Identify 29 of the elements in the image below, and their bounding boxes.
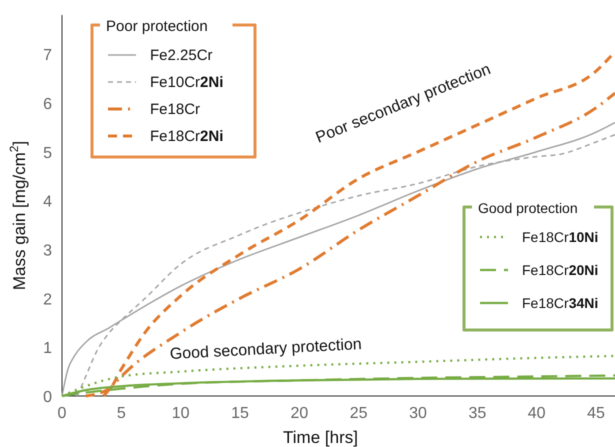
- x-tick-label: 35: [468, 405, 486, 422]
- y-tick-label: 0: [43, 389, 52, 406]
- x-axis-title: Time [hrs]: [283, 428, 358, 447]
- y-tick-label: 2: [43, 291, 52, 308]
- legend-label: Fe18Cr2Ni: [150, 128, 224, 145]
- y-tick-label: 1: [43, 340, 52, 358]
- legend-label: Fe18Cr20Ni: [522, 262, 598, 278]
- legend-label: Fe2.25Cr: [150, 47, 213, 64]
- x-tick-label: 40: [528, 405, 546, 422]
- x-tick-label: 25: [350, 405, 368, 422]
- y-tick-label: 5: [43, 144, 52, 162]
- legend-label: Fe18Cr: [150, 101, 200, 118]
- x-tick-label: 45: [587, 405, 606, 422]
- x-tick-label: 15: [231, 405, 250, 422]
- legend-label: Fe18Cr34Ni: [522, 295, 598, 311]
- y-tick-label: 6: [43, 96, 52, 113]
- x-tick-label: 10: [172, 405, 190, 422]
- text: Good protection: [478, 200, 578, 216]
- x-tick-label: 30: [409, 405, 428, 422]
- x-tick-label: 0: [58, 405, 67, 422]
- text: Poor protection: [106, 18, 208, 35]
- x-tick-label: 20: [290, 405, 308, 422]
- y-tick-label: 7: [43, 47, 52, 64]
- x-tick-label: 5: [116, 405, 126, 422]
- legend-label: Fe18Cr10Ni: [522, 229, 598, 245]
- legend-label: Fe10Cr2Ni: [150, 74, 224, 91]
- y-tick-label: 4: [43, 194, 52, 211]
- y-tick-label: 3: [43, 242, 52, 260]
- annotation: Good secondary protection: [169, 336, 362, 364]
